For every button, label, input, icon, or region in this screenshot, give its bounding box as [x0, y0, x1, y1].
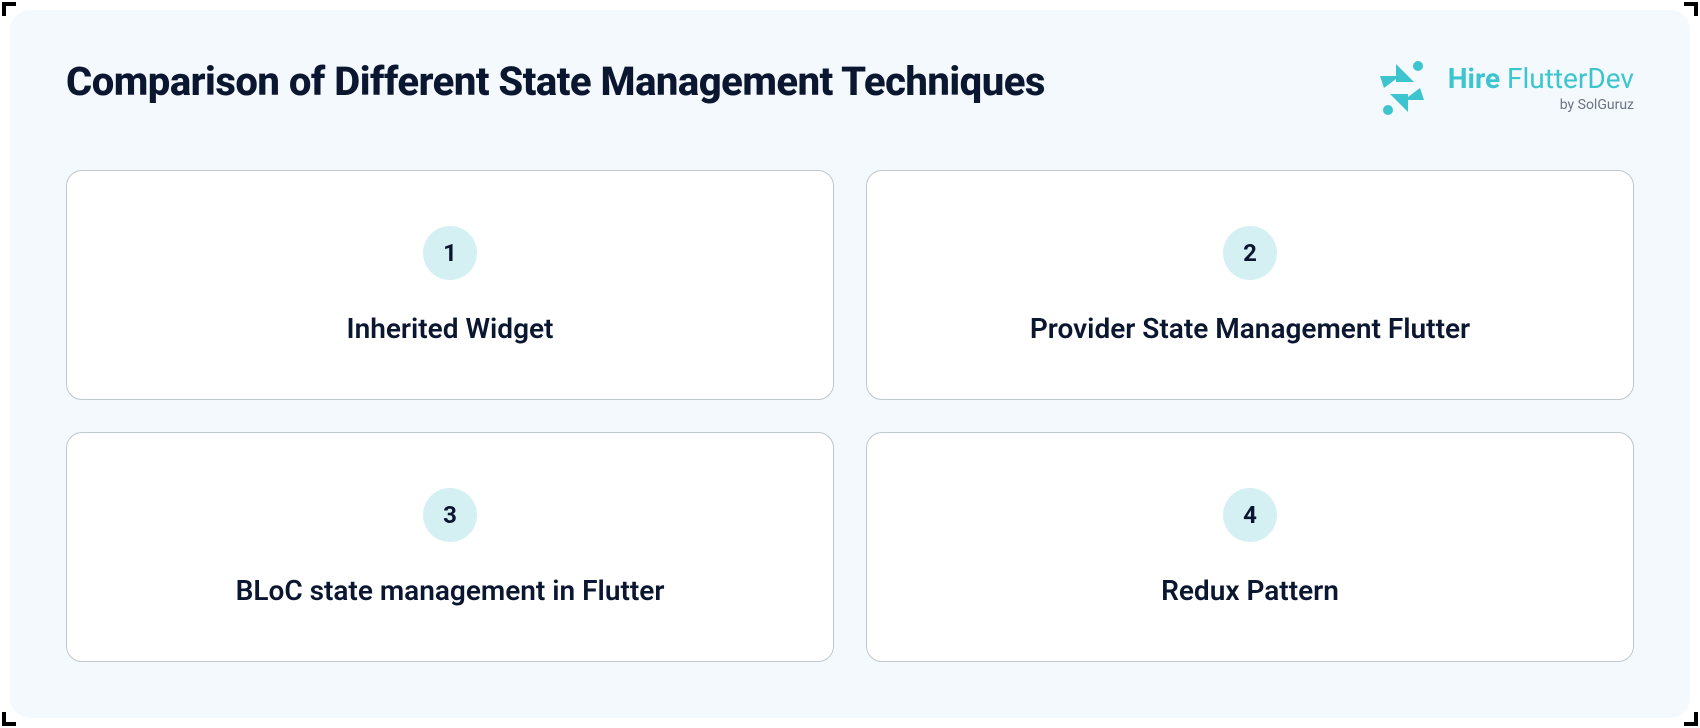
brand-logo-icon — [1370, 58, 1434, 118]
card-number-badge: 2 — [1223, 226, 1277, 280]
brand-title-rest: FlutterDev — [1500, 62, 1634, 95]
brand-tagline: by SolGuruz — [1560, 97, 1634, 113]
card-title: Redux Pattern — [1161, 574, 1339, 607]
technique-card: 1 Inherited Widget — [66, 170, 834, 400]
brand-text: Hire FlutterDev by SolGuruz — [1448, 63, 1634, 113]
page: Comparison of Different State Management… — [0, 0, 1700, 728]
brand-title-strong: Hire — [1448, 62, 1500, 95]
technique-card: 2 Provider State Management Flutter — [866, 170, 1634, 400]
card-number-badge: 4 — [1223, 488, 1277, 542]
page-title: Comparison of Different State Management… — [66, 58, 1045, 105]
brand-title: Hire FlutterDev — [1448, 63, 1634, 95]
crop-corner-br — [1676, 704, 1698, 726]
card-title: Inherited Widget — [347, 312, 554, 345]
card-title: Provider State Management Flutter — [1030, 312, 1470, 345]
header: Comparison of Different State Management… — [66, 58, 1634, 118]
crop-corner-tr — [1676, 2, 1698, 24]
technique-card: 3 BLoC state management in Flutter — [66, 432, 834, 662]
technique-card: 4 Redux Pattern — [866, 432, 1634, 662]
crop-corner-tl — [2, 2, 24, 24]
content-panel: Comparison of Different State Management… — [10, 10, 1690, 718]
card-title: BLoC state management in Flutter — [236, 574, 665, 607]
card-number-badge: 1 — [423, 226, 477, 280]
crop-corner-bl — [2, 704, 24, 726]
brand: Hire FlutterDev by SolGuruz — [1370, 58, 1634, 118]
cards-grid: 1 Inherited Widget 2 Provider State Managem… — [66, 170, 1634, 662]
card-number-badge: 3 — [423, 488, 477, 542]
